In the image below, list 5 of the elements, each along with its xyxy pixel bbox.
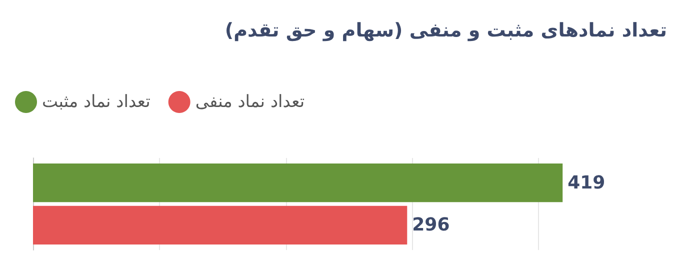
chart-title: تعداد نمادهای مثبت و منفی (سهام و حق تقدم) [224,20,668,42]
legend-label: تعداد نماد منفی [195,92,305,112]
legend-label: تعداد نماد مثبت [42,92,151,112]
data-label: 419 [568,172,606,194]
data-label: 296 [412,214,450,236]
